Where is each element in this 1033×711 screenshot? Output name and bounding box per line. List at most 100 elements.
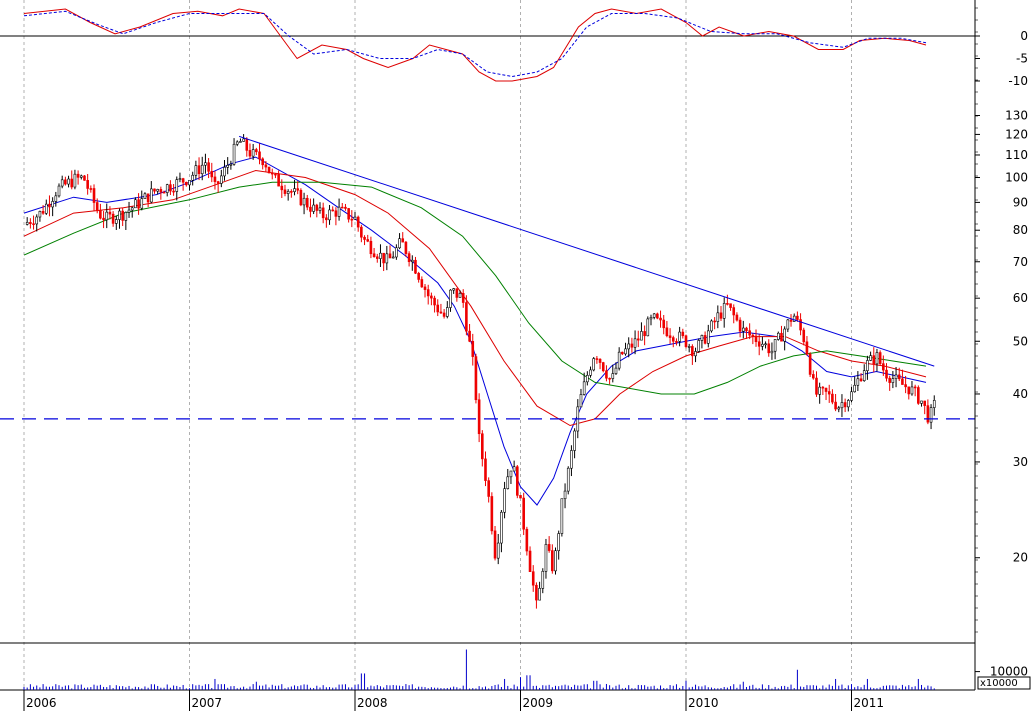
candle-body	[347, 208, 350, 220]
candle	[675, 338, 678, 346]
candle-body	[827, 391, 831, 395]
candle	[773, 339, 777, 360]
candle-body	[461, 293, 465, 303]
candle	[547, 536, 551, 553]
candle-body	[83, 175, 86, 181]
candle	[140, 190, 144, 211]
candle	[834, 393, 837, 412]
price-axis-label: 120	[1005, 127, 1028, 141]
candle	[178, 172, 182, 183]
candle-body	[834, 401, 837, 410]
candle	[827, 384, 831, 403]
candle	[531, 565, 535, 592]
candle	[111, 211, 115, 227]
candle-body	[140, 198, 144, 209]
candle-body	[302, 197, 306, 206]
x-axis-labels: 2006 2007 2008 2009 2010 2011	[23, 690, 884, 711]
candle-body	[761, 343, 764, 347]
candle	[687, 343, 691, 353]
candle-body	[274, 173, 277, 176]
candle	[76, 170, 80, 185]
candle	[108, 206, 112, 220]
candle	[134, 197, 137, 209]
candle	[401, 232, 405, 243]
candle-body	[32, 223, 35, 226]
candle-body	[566, 467, 570, 492]
candle	[277, 170, 280, 187]
candle	[681, 328, 685, 339]
candle	[44, 199, 48, 215]
candle-body	[783, 328, 786, 342]
candle	[831, 389, 834, 405]
candle-body	[430, 295, 433, 299]
candle-body	[815, 377, 818, 395]
candle	[366, 234, 370, 243]
candle	[729, 303, 732, 311]
candle-body	[531, 571, 535, 586]
candle-body	[439, 311, 443, 314]
candle	[175, 176, 179, 201]
candle	[926, 399, 930, 425]
candle-body	[904, 384, 907, 388]
candle	[340, 203, 344, 209]
candle-body	[519, 495, 522, 499]
candle-body	[248, 150, 252, 157]
candle-body	[54, 195, 58, 202]
candle-body	[213, 176, 217, 182]
candle	[484, 451, 487, 487]
price-axis-label: 90	[1013, 195, 1028, 209]
candle	[684, 334, 688, 349]
candle	[474, 353, 478, 404]
candle-body	[726, 303, 729, 305]
candle-body	[477, 399, 481, 435]
oscillator-line-2	[23, 10, 927, 78]
candle	[375, 253, 379, 263]
candle-body	[159, 189, 163, 193]
candle-body	[156, 189, 159, 192]
candle	[904, 375, 907, 394]
candle-body	[671, 337, 675, 342]
candle	[156, 188, 159, 195]
candle-body	[293, 188, 296, 192]
candle	[764, 341, 767, 349]
candle	[270, 168, 274, 180]
candle	[60, 175, 64, 189]
candle	[917, 385, 920, 405]
candle	[194, 160, 198, 180]
candle-body	[108, 211, 112, 215]
candle	[57, 183, 61, 198]
candle-body	[792, 315, 796, 322]
candle	[64, 176, 67, 186]
candle	[869, 351, 872, 362]
candle	[302, 192, 306, 215]
candle-body	[95, 202, 99, 212]
candle	[516, 464, 519, 499]
candle-body	[522, 497, 525, 530]
candle-body	[410, 259, 414, 263]
candle-body	[687, 346, 691, 348]
candle	[385, 245, 389, 271]
candle	[726, 294, 729, 306]
candle	[694, 347, 697, 363]
candle-body	[172, 190, 175, 193]
candle	[439, 303, 443, 314]
candle	[659, 310, 662, 328]
candle	[328, 205, 331, 225]
candle	[490, 492, 494, 535]
price-axis-label: 30	[1013, 455, 1028, 469]
candle-body	[901, 378, 904, 385]
candle-body	[89, 188, 93, 190]
candle	[114, 215, 118, 230]
trendline	[238, 135, 935, 367]
candle-body	[649, 317, 653, 320]
candle	[923, 400, 927, 415]
candle-body	[417, 272, 420, 280]
candle-body	[137, 199, 140, 209]
candle	[706, 324, 710, 348]
candle-body	[150, 188, 153, 203]
candle	[29, 218, 32, 229]
candle	[757, 334, 761, 356]
candle	[347, 207, 350, 223]
candle-body	[821, 386, 825, 389]
candle	[337, 198, 341, 221]
